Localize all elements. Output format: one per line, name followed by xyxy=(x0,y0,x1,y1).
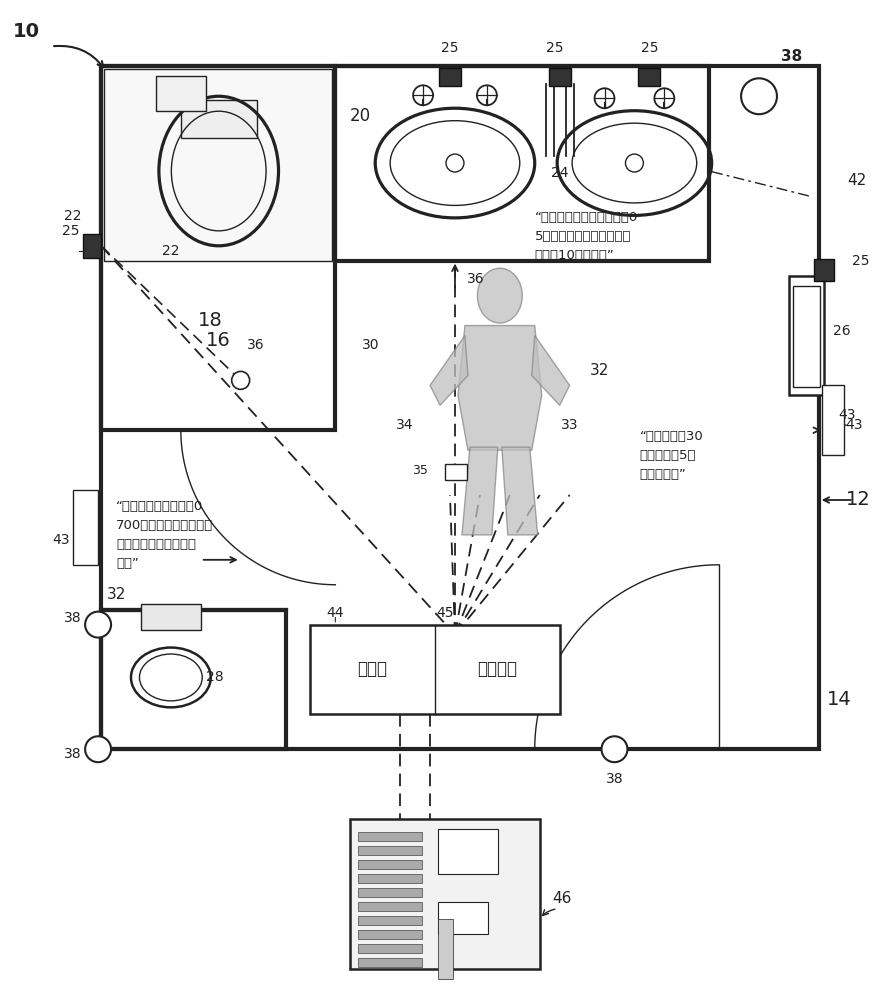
Bar xyxy=(311,625,560,714)
Text: “约翰，你今天燃烧了0
700卡路里。你的脉搏和
心率范围正常。干得不
错！”: “约翰，你今天燃烧了0 700卡路里。你的脉搏和 心率范围正常。干得不 错！” xyxy=(116,500,213,570)
Bar xyxy=(83,234,101,258)
Text: 30: 30 xyxy=(362,338,379,352)
Text: 38: 38 xyxy=(781,49,803,64)
Text: 14: 14 xyxy=(826,690,851,709)
Bar xyxy=(358,832,422,841)
Bar xyxy=(101,66,819,749)
Bar xyxy=(814,259,834,281)
Bar xyxy=(358,888,422,897)
Text: 25: 25 xyxy=(852,254,870,268)
Text: “约翰，你因使用皮液赚到0
5个积点，因仅使用两张纸
巾赚到10个积点。”: “约翰，你因使用皮液赚到0 5个积点，因仅使用两张纸 巾赚到10个积点。” xyxy=(535,211,638,262)
Polygon shape xyxy=(502,447,538,535)
Text: 35: 35 xyxy=(413,464,428,477)
Text: 44: 44 xyxy=(327,606,344,620)
Bar xyxy=(789,276,824,395)
Text: 22: 22 xyxy=(163,244,179,258)
Bar xyxy=(350,819,539,969)
Bar xyxy=(358,902,422,911)
Circle shape xyxy=(602,736,628,762)
Text: 38: 38 xyxy=(64,611,82,625)
Circle shape xyxy=(231,371,250,389)
Text: 25: 25 xyxy=(441,41,459,55)
Bar xyxy=(358,944,422,953)
Bar xyxy=(358,846,422,855)
Polygon shape xyxy=(531,336,570,405)
Bar xyxy=(101,610,286,749)
Text: 32: 32 xyxy=(590,363,609,378)
Bar xyxy=(358,874,422,883)
Circle shape xyxy=(85,736,111,762)
Text: 25: 25 xyxy=(546,41,563,55)
Text: 28: 28 xyxy=(206,670,223,684)
Bar xyxy=(638,68,660,86)
Bar xyxy=(548,68,571,86)
Bar xyxy=(101,66,336,430)
Text: 43: 43 xyxy=(838,408,855,422)
Bar xyxy=(156,76,205,111)
Bar xyxy=(822,385,844,455)
Bar xyxy=(438,829,497,874)
Bar xyxy=(793,286,820,387)
Text: 18: 18 xyxy=(198,311,223,330)
Text: 45: 45 xyxy=(437,606,454,620)
Text: 22: 22 xyxy=(64,209,82,223)
Bar xyxy=(358,860,422,869)
Text: 43: 43 xyxy=(845,418,863,432)
Text: “约翰，洗手30
秒可以得到5个
嘉奖积点。”: “约翰，洗手30 秒可以得到5个 嘉奖积点。” xyxy=(639,430,703,481)
Text: 10: 10 xyxy=(13,22,40,41)
Bar xyxy=(336,66,709,261)
Bar xyxy=(141,604,201,630)
Text: 34: 34 xyxy=(396,418,413,432)
Text: 25: 25 xyxy=(63,224,79,238)
Bar xyxy=(439,68,461,86)
Bar xyxy=(180,100,256,138)
Bar xyxy=(358,958,422,967)
Circle shape xyxy=(741,78,777,114)
Polygon shape xyxy=(462,447,497,535)
Ellipse shape xyxy=(478,268,522,323)
Polygon shape xyxy=(430,336,468,405)
Polygon shape xyxy=(458,326,542,450)
Bar xyxy=(445,464,467,480)
Text: 36: 36 xyxy=(467,272,485,286)
Text: 38: 38 xyxy=(64,747,82,761)
Text: 43: 43 xyxy=(53,533,70,547)
Bar xyxy=(358,930,422,939)
Text: 46: 46 xyxy=(552,891,572,906)
Text: 20: 20 xyxy=(350,107,371,125)
Text: 12: 12 xyxy=(847,490,871,509)
Bar xyxy=(438,902,488,934)
Text: 33: 33 xyxy=(561,418,579,432)
Bar xyxy=(438,919,453,979)
Bar xyxy=(73,490,98,565)
Text: 38: 38 xyxy=(605,772,623,786)
Text: 32: 32 xyxy=(106,587,126,602)
Text: 36: 36 xyxy=(246,338,264,352)
Bar xyxy=(104,69,332,261)
Text: 42: 42 xyxy=(847,173,866,188)
Circle shape xyxy=(85,612,111,638)
Text: 25: 25 xyxy=(640,41,658,55)
Text: 16: 16 xyxy=(206,331,231,350)
Text: 监控系统: 监控系统 xyxy=(477,660,517,678)
Text: 控制器: 控制器 xyxy=(357,660,388,678)
Text: 26: 26 xyxy=(833,324,850,338)
Bar xyxy=(358,916,422,925)
Text: 24: 24 xyxy=(551,166,569,180)
